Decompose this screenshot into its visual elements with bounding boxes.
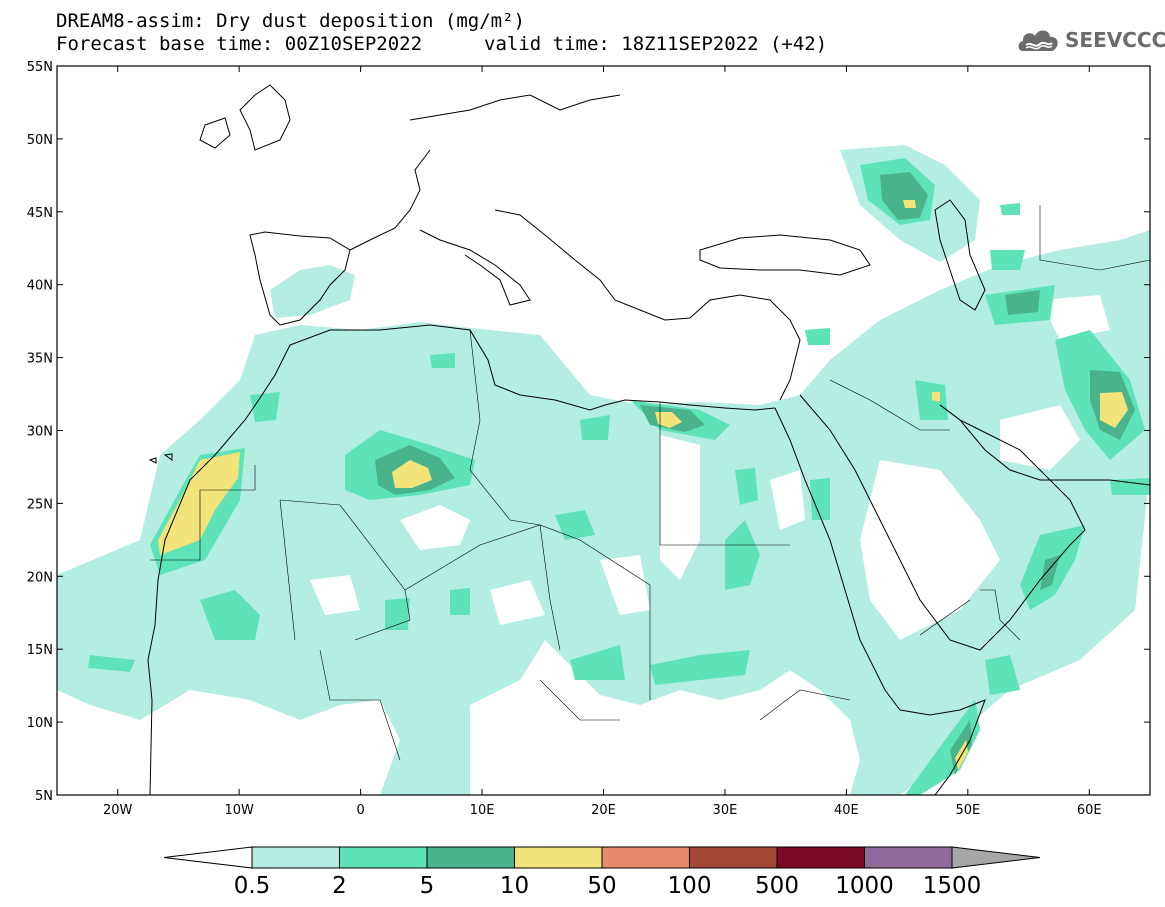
lon-tick-label: 40E <box>834 803 859 818</box>
colorbar-swatch <box>514 846 603 869</box>
map-content <box>57 66 1150 795</box>
colorbar-label: 50 <box>587 873 616 899</box>
lon-tick-label: 30E <box>713 803 738 818</box>
lat-tick-label: 30N <box>27 425 53 440</box>
valid-time: valid time: 18Z11SEP2022 (+42) <box>484 33 828 55</box>
longitude-axis: 20W 10W 0 10E 20E 30E 40E 50E 60E <box>103 66 1102 818</box>
colorbar-label: 500 <box>755 873 799 899</box>
lon-tick-label: 50E <box>955 803 980 818</box>
coastlines <box>147 84 1150 795</box>
colorbar-swatch <box>426 846 515 869</box>
dust-level-10-50 <box>158 200 1128 770</box>
colorbar-swatch <box>864 846 953 869</box>
cloud-logo-icon <box>1018 30 1058 51</box>
lat-tick-label: 5N <box>35 789 53 804</box>
seevccc-logo: SEEVCCC <box>1017 22 1165 58</box>
lon-tick-label: 0 <box>356 803 364 818</box>
colorbar-under-arrow <box>163 846 253 869</box>
colorbar-over-arrow <box>951 846 1041 869</box>
colorbar: 0.5 2 5 10 50 100 500 1000 1500 <box>163 846 1041 899</box>
lat-tick-label: 15N <box>27 643 53 658</box>
colorbar-swatch <box>339 846 428 869</box>
lat-tick-label: 45N <box>27 206 53 221</box>
map-title: DREAM8-assim: Dry dust deposition (mg/m²… <box>56 10 525 32</box>
colorbar-swatch <box>601 846 690 869</box>
colorbar-label: 5 <box>420 873 435 899</box>
colorbar-label: 1000 <box>835 873 894 899</box>
lat-tick-label: 55N <box>27 60 53 75</box>
lon-tick-label: 60E <box>1077 803 1102 818</box>
lat-tick-label: 50N <box>27 133 53 148</box>
colorbar-swatch <box>251 846 340 869</box>
colorbar-label: 100 <box>668 873 712 899</box>
lat-tick-label: 25N <box>27 497 53 512</box>
lat-tick-label: 20N <box>27 570 53 585</box>
country-borders <box>150 205 1150 761</box>
colorbar-swatch <box>776 846 865 869</box>
lon-tick-label: 10W <box>224 803 254 818</box>
colorbar-swatch <box>689 846 778 869</box>
logo-text: SEEVCCC <box>1065 28 1165 52</box>
colorbar-label: 1500 <box>923 873 982 899</box>
lon-tick-label: 10E <box>470 803 495 818</box>
lat-tick-label: 35N <box>27 352 53 367</box>
forecast-base-time: Forecast base time: 00Z10SEP2022 <box>56 33 423 55</box>
colorbar-label: 0.5 <box>234 873 271 899</box>
lat-tick-label: 40N <box>27 279 53 294</box>
lat-tick-label: 10N <box>27 716 53 731</box>
lon-tick-label: 20W <box>103 803 133 818</box>
lon-tick-label: 20E <box>591 803 616 818</box>
colorbar-label: 10 <box>500 873 529 899</box>
colorbar-label: 2 <box>332 873 347 899</box>
latitude-axis: 55N 50N 45N 40N 35N 30N 25N 20N 15N 10N 5N <box>27 60 1150 804</box>
clear-areas <box>57 295 1150 795</box>
